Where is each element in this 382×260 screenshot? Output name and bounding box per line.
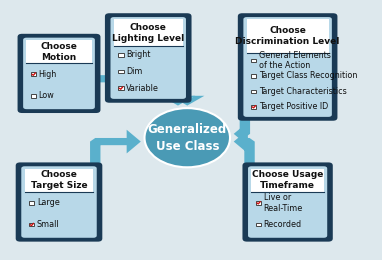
Text: Choose
Discrimination Level: Choose Discrimination Level — [235, 26, 340, 46]
Bar — [118, 53, 123, 57]
Bar — [26, 40, 92, 63]
Bar — [256, 201, 261, 205]
Text: Live or
Real-Time: Live or Real-Time — [264, 193, 303, 213]
Bar — [118, 86, 123, 90]
Bar — [24, 168, 93, 192]
Text: Dim: Dim — [126, 67, 142, 76]
FancyBboxPatch shape — [243, 17, 332, 117]
Polygon shape — [234, 75, 250, 146]
FancyBboxPatch shape — [105, 13, 191, 103]
Polygon shape — [93, 75, 195, 106]
Text: High: High — [39, 70, 57, 79]
Text: Target Positive ID: Target Positive ID — [259, 102, 328, 111]
Text: Variable: Variable — [126, 84, 159, 93]
Bar — [251, 59, 256, 62]
FancyBboxPatch shape — [21, 166, 97, 238]
Bar — [251, 74, 256, 78]
Polygon shape — [234, 130, 255, 202]
FancyBboxPatch shape — [238, 13, 337, 121]
Bar — [31, 94, 36, 98]
Text: Choose
Target Size: Choose Target Size — [31, 170, 87, 190]
Text: Small: Small — [37, 220, 60, 229]
Text: Target Class Recognition: Target Class Recognition — [259, 72, 358, 80]
FancyBboxPatch shape — [110, 17, 186, 99]
FancyBboxPatch shape — [16, 162, 102, 242]
Bar — [118, 70, 123, 73]
Text: Large: Large — [37, 198, 60, 207]
FancyBboxPatch shape — [243, 162, 333, 242]
Bar — [31, 73, 36, 76]
Bar — [114, 20, 183, 46]
FancyBboxPatch shape — [23, 38, 95, 109]
Text: Bright: Bright — [126, 50, 151, 59]
Bar — [251, 89, 256, 93]
Polygon shape — [148, 94, 204, 106]
FancyBboxPatch shape — [248, 166, 327, 238]
Bar — [29, 223, 34, 226]
Bar — [256, 223, 261, 226]
Bar — [247, 20, 329, 53]
Polygon shape — [90, 130, 141, 202]
Text: Choose Usage
Timeframe: Choose Usage Timeframe — [252, 170, 323, 190]
Text: Target Characteristics: Target Characteristics — [259, 87, 347, 96]
Circle shape — [144, 108, 230, 167]
Text: Recorded: Recorded — [264, 220, 302, 229]
Text: Generalized
Use Class: Generalized Use Class — [147, 123, 227, 153]
FancyBboxPatch shape — [18, 34, 100, 113]
Text: General Elements
of the Action: General Elements of the Action — [259, 51, 331, 70]
Bar — [251, 168, 324, 192]
Text: Choose
Motion: Choose Motion — [40, 42, 78, 62]
Bar — [29, 201, 34, 205]
Text: Low: Low — [39, 92, 55, 100]
Bar — [251, 105, 256, 109]
Text: Choose
Lighting Level: Choose Lighting Level — [112, 23, 185, 43]
